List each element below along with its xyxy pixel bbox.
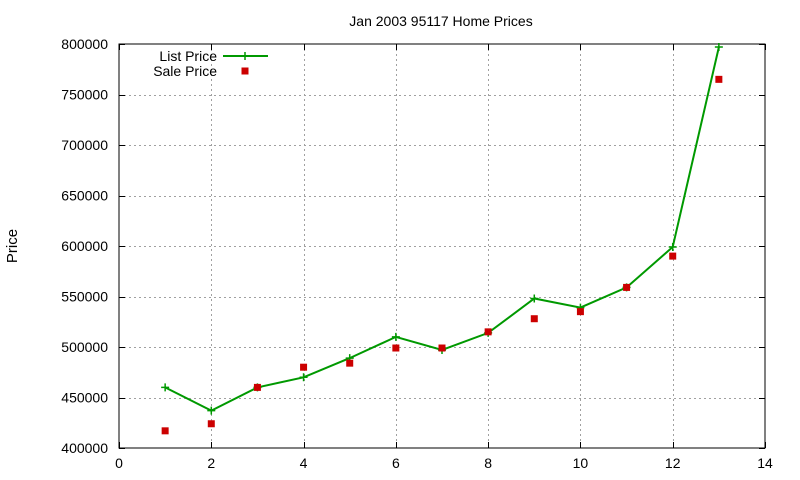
legend-marker-sale-price <box>241 67 249 75</box>
series-line-list-price <box>164 46 720 412</box>
legend-label-sale-price: Sale Price <box>153 63 217 79</box>
sale-price-point <box>576 308 584 316</box>
series-layer <box>161 43 723 435</box>
x-tick-label: 12 <box>665 455 681 471</box>
y-tick-label: 700000 <box>61 137 108 153</box>
grid-lines <box>119 44 765 448</box>
chart-title: Jan 2003 95117 Home Prices <box>349 13 532 29</box>
sale-price-point <box>623 283 631 291</box>
sale-price-point <box>253 383 261 391</box>
list-price-point <box>668 243 677 252</box>
sale-price-point <box>207 420 215 428</box>
y-tick-label: 550000 <box>61 289 108 305</box>
legend-entry-list-price: List Price <box>159 48 268 64</box>
x-tick-label: 0 <box>115 455 123 471</box>
x-tick-label: 14 <box>757 455 773 471</box>
legend-label-list-price: List Price <box>159 48 217 64</box>
y-tick-label: 500000 <box>61 339 108 355</box>
list-price-point <box>530 294 539 303</box>
y-tick-label: 600000 <box>61 238 108 254</box>
x-tick-label: 4 <box>300 455 308 471</box>
x-tick-label: 10 <box>573 455 589 471</box>
sale-price-point <box>346 359 354 367</box>
list-price-point <box>299 373 308 382</box>
sale-price-point <box>530 315 538 323</box>
sale-price-point <box>392 344 400 352</box>
list-price-point <box>161 383 170 392</box>
y-tick-labels: 400000 450000 500000 550000 600000 650000 7000… <box>61 36 108 456</box>
legend-entry-sale-price: Sale Price <box>153 63 249 79</box>
sale-price-point <box>669 252 677 260</box>
y-tick-label: 750000 <box>61 87 108 103</box>
list-price-point <box>714 43 723 52</box>
x-tick-label: 2 <box>207 455 215 471</box>
y-tick-label: 650000 <box>61 188 108 204</box>
x-tick-labels: 0 2 4 6 8 10 12 14 <box>115 455 773 471</box>
list-price-point <box>207 406 216 415</box>
sale-price-point <box>300 363 308 371</box>
sale-price-point <box>715 75 723 83</box>
legend-marker-list-price <box>241 52 249 60</box>
sale-price-point <box>484 328 492 336</box>
y-tick-label: 800000 <box>61 36 108 52</box>
sale-price-point <box>438 344 446 352</box>
y-axis-label: Price <box>4 229 21 263</box>
legend: List Price Sale Price <box>153 48 268 79</box>
y-tick-label: 400000 <box>61 440 108 456</box>
y-tick-label: 450000 <box>61 390 108 406</box>
axis-ticks <box>119 44 766 449</box>
sale-price-point <box>161 427 169 435</box>
x-tick-label: 6 <box>392 455 400 471</box>
x-tick-label: 8 <box>484 455 492 471</box>
list-price-point <box>391 332 400 341</box>
